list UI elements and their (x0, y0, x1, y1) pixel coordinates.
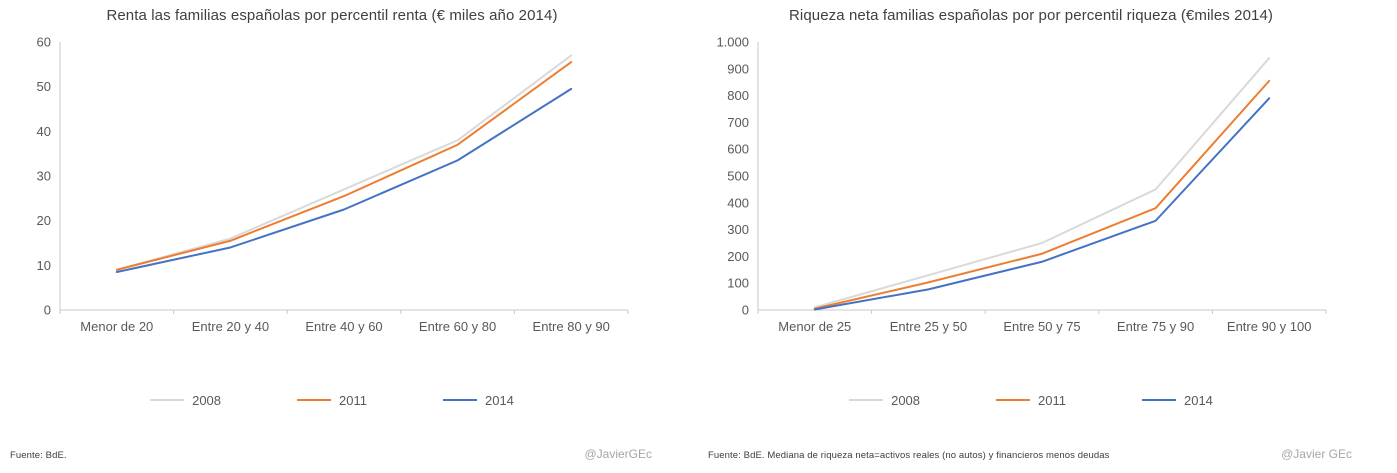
credit-riqueza: @Javier GEc (1281, 447, 1352, 461)
legend-line-2008 (849, 399, 884, 401)
y-tick-label: 50 (37, 79, 51, 94)
x-tick-label: Menor de 20 (80, 319, 153, 334)
legend-item-2014: 2014 (1141, 392, 1213, 408)
y-tick-label: 800 (727, 88, 749, 103)
y-tick-label: 100 (727, 276, 749, 291)
x-tick-label: Entre 80 y 90 (533, 319, 610, 334)
x-tick-label: Entre 25 y 50 (890, 319, 967, 334)
line-chart-renta: 0 10 20 30 40 50 60 Menor de 20 Entre 20 y 40 Ent… (37, 35, 629, 334)
y-tick-label: 400 (727, 195, 749, 210)
legend-label-2008: 2008 (891, 392, 921, 408)
footer-riqueza: Fuente: BdE. Mediana de riqueza neta=act… (706, 447, 1356, 473)
x-tick-label: Entre 50 y 75 (1003, 319, 1080, 334)
y-tick-label: 30 (37, 169, 51, 184)
legend-line-2011 (996, 399, 1031, 401)
y-tick-label: 20 (37, 213, 51, 228)
x-tick-label: Entre 20 y 40 (192, 319, 269, 334)
series-line-2011 (813, 79, 1271, 310)
y-tick-label: 600 (727, 142, 749, 157)
x-tick-label: Entre 40 y 60 (305, 319, 382, 334)
legend-item-2008: 2008 (150, 393, 221, 408)
series-line-2011 (115, 61, 573, 271)
legend-line-2011 (297, 399, 332, 401)
legend-line-2008 (150, 399, 185, 401)
legend-label-2014: 2014 (1183, 392, 1213, 408)
footer-renta: Fuente: BdE. @JavierGEc (8, 447, 656, 473)
y-tick-label: 60 (37, 35, 51, 50)
x-tick-label: Menor de 25 (778, 319, 851, 334)
legend-line-2014 (1141, 399, 1176, 401)
y-tick-label: 200 (727, 249, 749, 264)
y-tick-label: 10 (37, 258, 51, 273)
legend-label-2011: 2011 (1038, 392, 1066, 408)
y-tick-label: 0 (742, 303, 749, 318)
plot-area-riqueza: 0 100 200 300 400 500 600 700 800 900 1.000 Menor d… (706, 28, 1356, 346)
line-chart-riqueza: 0 100 200 300 400 500 600 700 800 900 1.000 Menor d… (716, 35, 1327, 334)
chart-panel-riqueza: Riqueza neta familias españolas por por … (706, 0, 1356, 473)
series-line-2014 (813, 97, 1271, 311)
y-tick-label: 0 (44, 303, 51, 318)
series-line-2008 (115, 54, 573, 271)
legend-riqueza: 2008 2011 2014 (706, 392, 1356, 408)
x-tick-label: Entre 90 y 100 (1227, 319, 1312, 334)
x-tick-label: Entre 60 y 80 (419, 319, 496, 334)
legend-line-2014 (442, 399, 477, 401)
y-tick-label: 500 (727, 169, 749, 184)
series-line-2008 (813, 57, 1271, 309)
source-note-riqueza: Fuente: BdE. Mediana de riqueza neta=act… (708, 450, 1110, 461)
legend-item-2014: 2014 (442, 392, 514, 408)
source-note-renta: Fuente: BdE. (10, 450, 67, 461)
chart-title-renta: Renta las familias españolas por percent… (106, 7, 558, 24)
legend-label-2011: 2011 (339, 392, 367, 408)
legend-item-2011: 2011 (996, 393, 1066, 408)
y-tick-label: 900 (727, 61, 749, 76)
y-tick-label: 40 (37, 124, 51, 139)
legend-item-2008: 2008 (849, 393, 920, 408)
y-tick-label: 300 (727, 222, 749, 237)
x-tick-label: Entre 75 y 90 (1117, 319, 1194, 334)
legend-label-2014: 2014 (484, 392, 514, 408)
chart-panel-renta: Renta las familias españolas por percent… (8, 0, 656, 473)
legend-label-2008: 2008 (192, 392, 222, 408)
legend-renta: 2008 2011 2014 (8, 392, 656, 408)
credit-renta: @JavierGEc (584, 447, 652, 461)
legend-item-2011: 2011 (297, 393, 367, 408)
y-tick-label: 1.000 (716, 35, 749, 50)
y-tick-label: 700 (727, 115, 749, 130)
series-line-2014 (115, 87, 573, 274)
chart-title-riqueza: Riqueza neta familias españolas por por … (788, 7, 1274, 24)
plot-area-renta: 0 10 20 30 40 50 60 Menor de 20 Entre 20 y 40 Ent… (8, 28, 656, 346)
